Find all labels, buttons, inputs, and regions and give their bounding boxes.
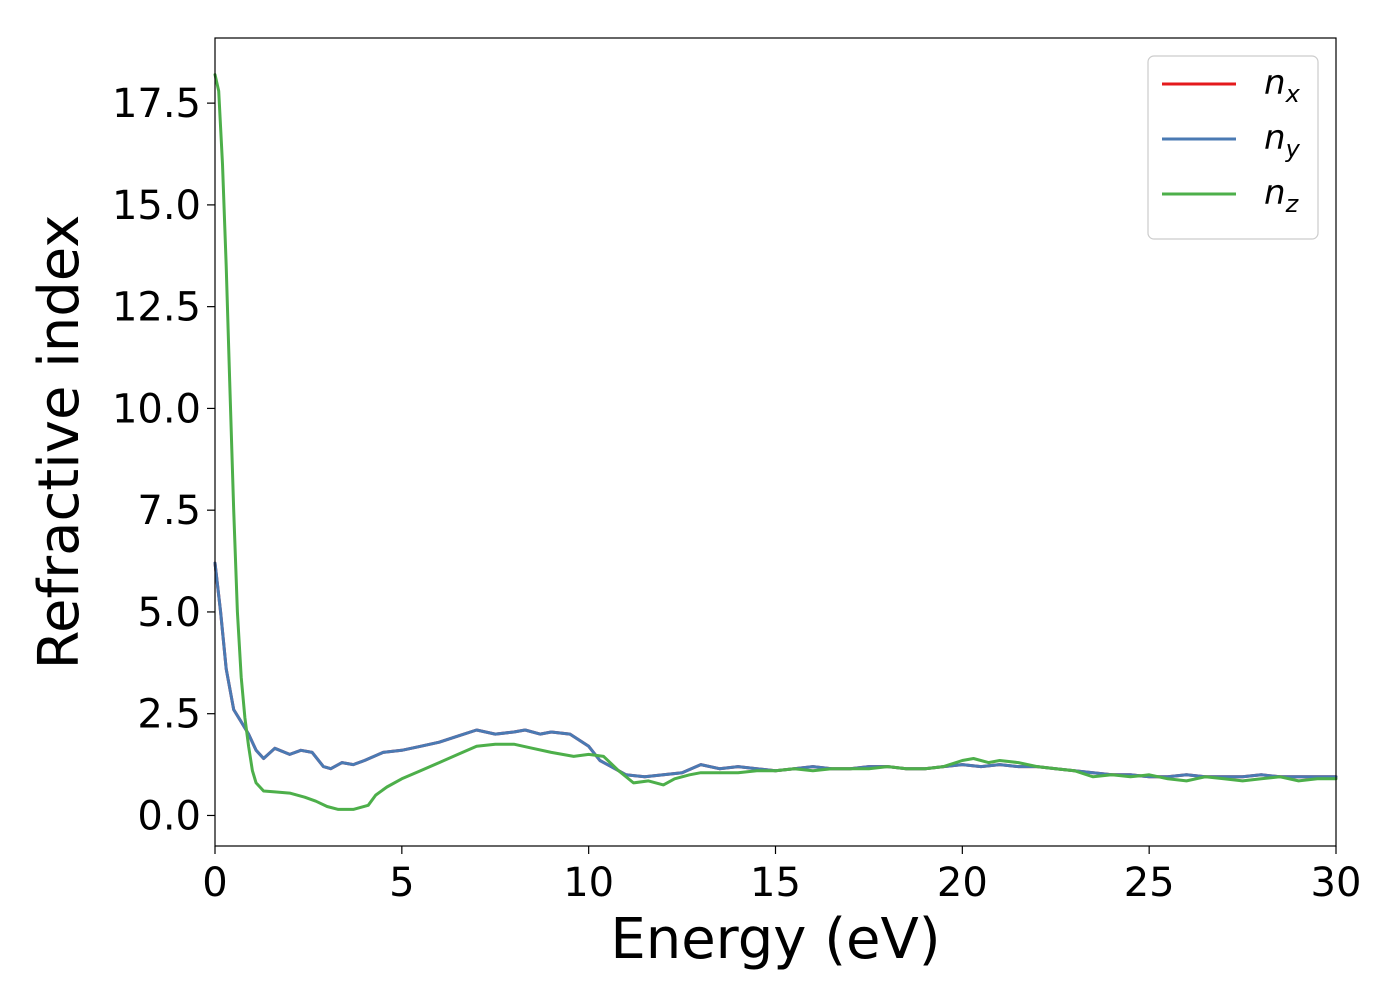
x-tick-label: 5: [389, 860, 414, 906]
legend-label: nz: [1264, 173, 1300, 218]
x-tick-label: 30: [1311, 860, 1362, 906]
legend: nx ny nz: [1147, 55, 1319, 240]
x-tick-label: 10: [563, 860, 614, 906]
x-tick-label: 20: [937, 860, 988, 906]
y-tick-label: 12.5: [112, 285, 201, 331]
y-tick-label: 5.0: [137, 590, 201, 636]
x-axis: 0 5 10 15 20 25 30: [202, 846, 1361, 906]
y-tick-label: 2.5: [137, 692, 201, 738]
y-axis: 0.0 2.5 5.0 7.5 10.0 12.5 15.0 17.5: [112, 81, 215, 839]
legend-label: nx: [1264, 63, 1301, 108]
x-tick-label: 0: [202, 860, 227, 906]
x-tick-label: 25: [1124, 860, 1175, 906]
legend-label: ny: [1264, 118, 1301, 163]
y-tick-label: 17.5: [112, 81, 201, 127]
series-line-nz: [213, 73, 1338, 811]
x-axis-title: Energy (eV): [610, 907, 940, 972]
series-layer: [213, 73, 1338, 811]
y-tick-label: 15.0: [112, 183, 201, 229]
x-tick-label: 15: [750, 860, 801, 906]
y-axis-title: Refractive index: [27, 215, 92, 670]
y-tick-label: 0.0: [137, 793, 201, 839]
y-tick-label: 7.5: [137, 488, 201, 534]
y-tick-label: 10.0: [112, 386, 201, 432]
